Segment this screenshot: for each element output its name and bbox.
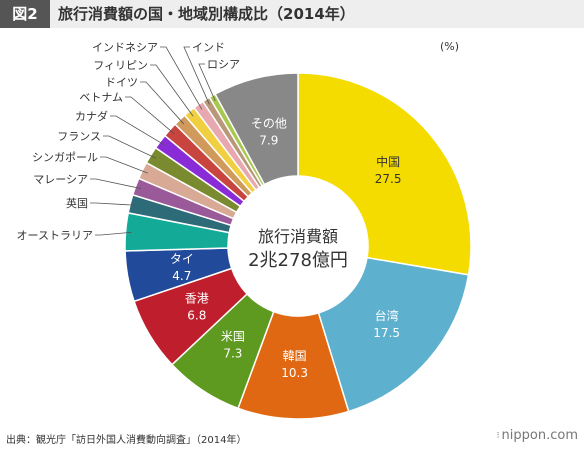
slice-value-label: 4.7 (172, 269, 191, 283)
slice-label: カナダ (75, 109, 108, 123)
slice-label: フィリピン (93, 59, 148, 72)
slice-value-label: 17.5 (373, 326, 400, 340)
slice-label: 中国 (376, 154, 400, 169)
slice-value-label: 27.5 (375, 172, 402, 186)
leader-line (90, 178, 142, 189)
slice-value-label: 10.3 (281, 366, 308, 380)
leader-line (160, 46, 203, 110)
slice-label: インド (192, 41, 225, 54)
slices-group (124, 72, 472, 420)
pie-slice (317, 256, 470, 413)
slice-label: 英国 (66, 196, 88, 210)
leader-line (125, 96, 175, 135)
leader-line (198, 63, 216, 102)
brand-logo[interactable]: ⁝ nippon.com (497, 428, 578, 443)
leader-line (103, 135, 157, 159)
slice-label: その他 (251, 117, 287, 131)
pie-slice (297, 72, 472, 276)
slice-label: シンガポール (32, 151, 98, 164)
leader-line (183, 46, 210, 105)
leader-line (110, 115, 166, 146)
slice-labels-group: 中国 27.5 台湾 17.5 韓国 10.3 米国 7.3 香港 6.8 タイ 4.7 オーストラリア… (17, 41, 402, 380)
nippon-com-dots-icon: ⁝ (496, 431, 500, 441)
unit-label: (%) (440, 40, 460, 53)
leader-line (150, 64, 194, 117)
slice-value-label: 6.8 (187, 309, 206, 323)
figure-number-badge: 図2 (0, 0, 50, 28)
header-bar: 図2 旅行消費額の国・地域別構成比（2014年） (0, 0, 584, 28)
leader-line (90, 202, 137, 206)
chart-title: 旅行消費額の国・地域別構成比（2014年） (58, 5, 355, 23)
slice-label: 香港 (185, 292, 209, 306)
slice-label: 台湾 (375, 308, 399, 323)
slice-label: インドネシア (92, 41, 158, 54)
leader-line (100, 156, 148, 174)
pie-slice (214, 72, 299, 186)
center-total: 2兆278億円 (248, 250, 348, 271)
slice-label: オーストラリア (17, 229, 93, 242)
leader-line (95, 231, 132, 236)
slice-label: 米国 (221, 329, 245, 343)
slice-label: マレーシア (33, 173, 88, 186)
slice-label: 韓国 (283, 349, 307, 363)
leader-lines-group (90, 46, 216, 236)
brand-text: nippon.com (501, 428, 578, 443)
slice-label: ロシア (207, 58, 240, 71)
slice-label: ドイツ (105, 76, 138, 89)
slice-label: タイ (170, 252, 194, 266)
leader-line (140, 81, 185, 125)
source-note: 出典：観光庁「訪日外国人消費動向調査」（2014年） (6, 435, 247, 446)
slice-label: フランス (57, 130, 101, 143)
center-title: 旅行消費額 (258, 227, 338, 246)
slice-value-label: 7.9 (259, 134, 278, 148)
slice-value-label: 7.3 (223, 346, 242, 360)
slice-label: ベトナム (79, 91, 123, 104)
